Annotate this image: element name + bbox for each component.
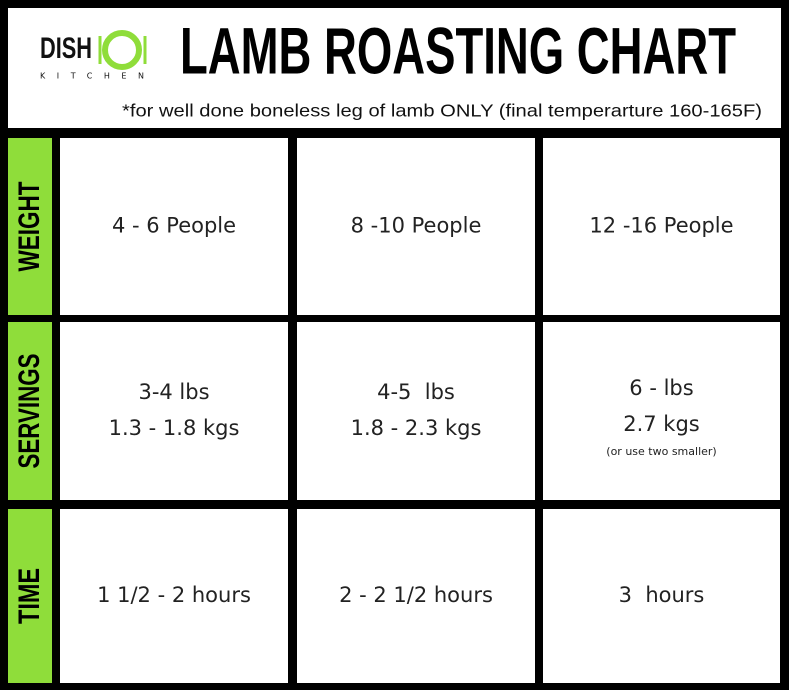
cell-text: 3 hours	[619, 583, 705, 607]
cell	[297, 138, 535, 315]
cell	[543, 509, 780, 683]
cell-text: 2 - 2 1/2 hours	[339, 583, 493, 607]
cell	[543, 138, 780, 315]
row-label: TIME	[13, 568, 46, 624]
cell-text: 8 -10 People	[351, 214, 482, 238]
cell-text: 6 - lbs	[629, 376, 693, 400]
cell-text: 1.8 - 2.3 kgs	[351, 416, 482, 440]
cell	[297, 322, 535, 500]
cell-note: (or use two smaller)	[606, 445, 716, 458]
row-label: SERVINGS	[13, 354, 46, 469]
cell-text: 1.3 - 1.8 kgs	[109, 416, 240, 440]
cell-text: 1 1/2 - 2 hours	[97, 583, 251, 607]
cell-text: 12 -16 People	[589, 214, 733, 238]
row-label-box	[8, 322, 52, 500]
row-label-box	[8, 509, 52, 683]
title: LAMB ROASTING CHART	[180, 13, 736, 87]
cell-text: 3-4 lbs	[138, 380, 209, 404]
cell	[543, 322, 780, 500]
logo-plate	[102, 30, 142, 70]
cell	[297, 509, 535, 683]
cell	[60, 138, 288, 315]
header	[8, 8, 781, 128]
subtitle: *for well done boneless leg of lamb ONLY…	[122, 101, 762, 121]
logo-tagline: KITCHEN	[40, 72, 144, 81]
table: WEIGHT 4 - 6 People 8 -10 People 12 -16 Peo…	[8, 138, 780, 683]
cell-text: 4-5 lbs	[377, 380, 455, 404]
cell-text: 2.7 kgs	[623, 412, 700, 436]
row-label: WEIGHT	[13, 182, 46, 272]
cell-text: 4 - 6 People	[112, 214, 236, 238]
row-label-box	[8, 138, 52, 315]
cell	[60, 509, 288, 683]
logo-name: DISH	[40, 32, 92, 65]
cell	[60, 322, 288, 500]
